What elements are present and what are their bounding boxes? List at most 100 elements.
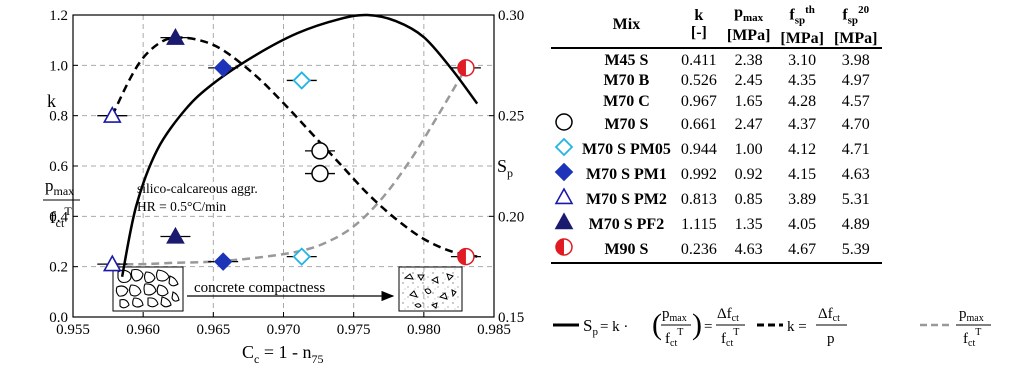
legend-sp: Sp = k · ( pmax fctT ) = Δfct fctT <box>553 306 745 349</box>
cell-k: 0.661 <box>680 115 717 133</box>
cell-k: 0.236 <box>675 237 722 265</box>
cell-k: 1.115 <box>681 215 717 233</box>
data-point <box>292 247 312 266</box>
header-symbol <box>551 2 577 48</box>
x-tick-label: 0.985 <box>477 322 511 338</box>
table-row: M70 S PM2 0.813 0.85 3.89 5.31 <box>551 187 882 212</box>
cell-pmax: 0.85 <box>734 190 763 208</box>
data-point <box>102 254 122 272</box>
x-tick-label: 0.980 <box>407 322 441 338</box>
cell-pmax: 2.38 <box>734 51 763 69</box>
data-point <box>213 58 233 78</box>
x-tick-label: 0.970 <box>267 322 301 338</box>
data-point <box>102 106 122 123</box>
row-symbol-cell <box>551 187 577 212</box>
data-points <box>97 28 481 272</box>
curve-pmax-over-fct <box>112 67 468 266</box>
table-row: M70 C 0.967 1.65 4.28 4.57 <box>551 92 882 113</box>
header-mix: Mix <box>612 15 641 33</box>
cell-k: 0.967 <box>680 92 717 110</box>
cell-pmax: 4.63 <box>721 237 776 265</box>
row-symbol-icon <box>554 212 574 230</box>
svg-text:Δfct: Δfct <box>717 306 739 324</box>
data-point <box>311 164 329 183</box>
cell-pmax: 2.47 <box>734 115 763 133</box>
y-right-tick-label: 0.25 <box>498 109 524 125</box>
y-axis-left-label-ratio: pmax fctT <box>43 176 80 230</box>
cell-fsp-th: 4.35 <box>788 72 817 90</box>
data-point <box>292 71 312 90</box>
table-row: M45 S 0.411 2.38 3.10 3.98 <box>551 48 882 72</box>
cell-pmax: 1.00 <box>734 140 763 158</box>
svg-text:p: p <box>827 331 835 347</box>
row-symbol <box>555 238 573 256</box>
row-symbol <box>554 187 574 205</box>
cell-pmax: 1.65 <box>734 92 763 110</box>
cell-mix: M70 B <box>603 72 650 90</box>
y-right-tick-label: 0.20 <box>498 209 524 225</box>
curve-k <box>111 36 478 258</box>
table-row: M70 S PF2 1.115 1.35 4.05 4.89 <box>551 212 882 237</box>
dense-concrete-illustration <box>398 266 463 312</box>
svg-text:pmax: pmax <box>662 306 687 324</box>
legend-k: k = Δfct p <box>757 306 847 347</box>
row-symbol <box>554 212 574 230</box>
table-row: M70 B 0.526 2.45 4.35 4.97 <box>551 71 882 92</box>
cell-fsp-20: 4.57 <box>841 92 870 110</box>
y-left-tick-label: 0.0 <box>49 310 68 326</box>
row-symbol-icon <box>554 162 574 182</box>
row-symbol-icon <box>555 113 573 131</box>
x-tick-label: 0.965 <box>196 322 230 338</box>
row-symbol <box>554 162 574 182</box>
y-right-tick-label: 0.15 <box>498 310 524 326</box>
table-row: M90 S 0.236 4.63 4.67 5.39 <box>551 237 883 265</box>
row-symbol-icon <box>554 187 574 205</box>
svg-text:pmax: pmax <box>959 306 984 324</box>
table-row: M70 S PM05 0.944 1.00 4.12 4.71 <box>551 137 882 162</box>
cell-fsp-th: 4.37 <box>788 115 817 133</box>
cell-k: 0.526 <box>680 72 717 90</box>
cell-mix: M45 S <box>604 51 649 69</box>
table-header-row: Mix k [-] pmax [MPa] fspth [MPa] fsp20 [MPa] <box>551 2 883 48</box>
cell-k: 0.411 <box>681 51 717 69</box>
cell-k: 0.992 <box>680 165 717 183</box>
row-symbol-icon <box>555 238 573 256</box>
cell-fsp-20: 4.70 <box>841 115 870 133</box>
cell-fsp-20: 5.31 <box>841 190 870 208</box>
cell-pmax: 2.45 <box>734 72 763 90</box>
cell-k: 0.813 <box>680 190 717 208</box>
row-symbol-icon <box>554 137 574 157</box>
row-symbol-cell <box>551 137 577 162</box>
cell-k: 0.944 <box>680 140 717 158</box>
data-point <box>311 142 329 160</box>
curve-legend: Sp = k · ( pmax fctT ) = Δfct fctT k = Δf… <box>553 306 991 349</box>
y-left-tick-label: 0.8 <box>49 109 68 125</box>
row-symbol-cell <box>551 112 577 137</box>
header-fsp-th: fspth [MPa] <box>780 4 824 47</box>
chart: 0.955 0.960 0.965 0.970 0.975 0.980 0.985 0.00… <box>43 8 524 366</box>
svg-text:Sp= k ·: Sp = k · <box>583 316 628 338</box>
y-right-tick-label: 0.30 <box>498 8 524 24</box>
table-row: M70 S 0.661 2.47 4.37 4.70 <box>551 112 882 137</box>
y-axis-left-ticks: 0.0 0.2 0.4 0.6 0.8 1.0 1.2 <box>49 8 78 326</box>
cell-fsp-th: 3.10 <box>788 51 817 69</box>
cell-mix: M70 S PF2 <box>588 215 665 233</box>
data-point <box>213 252 233 271</box>
svg-text:k =: k = <box>787 319 807 335</box>
loose-aggregate-illustration <box>112 266 184 312</box>
y-left-tick-label: 0.6 <box>49 159 68 175</box>
row-symbol-cell <box>551 162 577 187</box>
data-point <box>457 59 475 77</box>
cell-mix: M70 C <box>603 92 650 110</box>
svg-text:): ) <box>692 308 702 341</box>
cell-fsp-th: 4.28 <box>788 92 817 110</box>
cell-pmax: 1.35 <box>734 215 763 233</box>
curve-sp <box>120 13 479 277</box>
x-tick-label: 0.975 <box>337 322 371 338</box>
svg-text:pmax: pmax <box>45 176 74 198</box>
cell-fsp-th: 4.05 <box>788 215 817 233</box>
table-row: M70 S PM1 0.992 0.92 4.15 4.63 <box>551 162 882 187</box>
cell-fsp-20: 4.71 <box>841 140 870 158</box>
header-k: k [-] <box>690 7 707 42</box>
cell-fsp-th: 3.89 <box>788 190 817 208</box>
